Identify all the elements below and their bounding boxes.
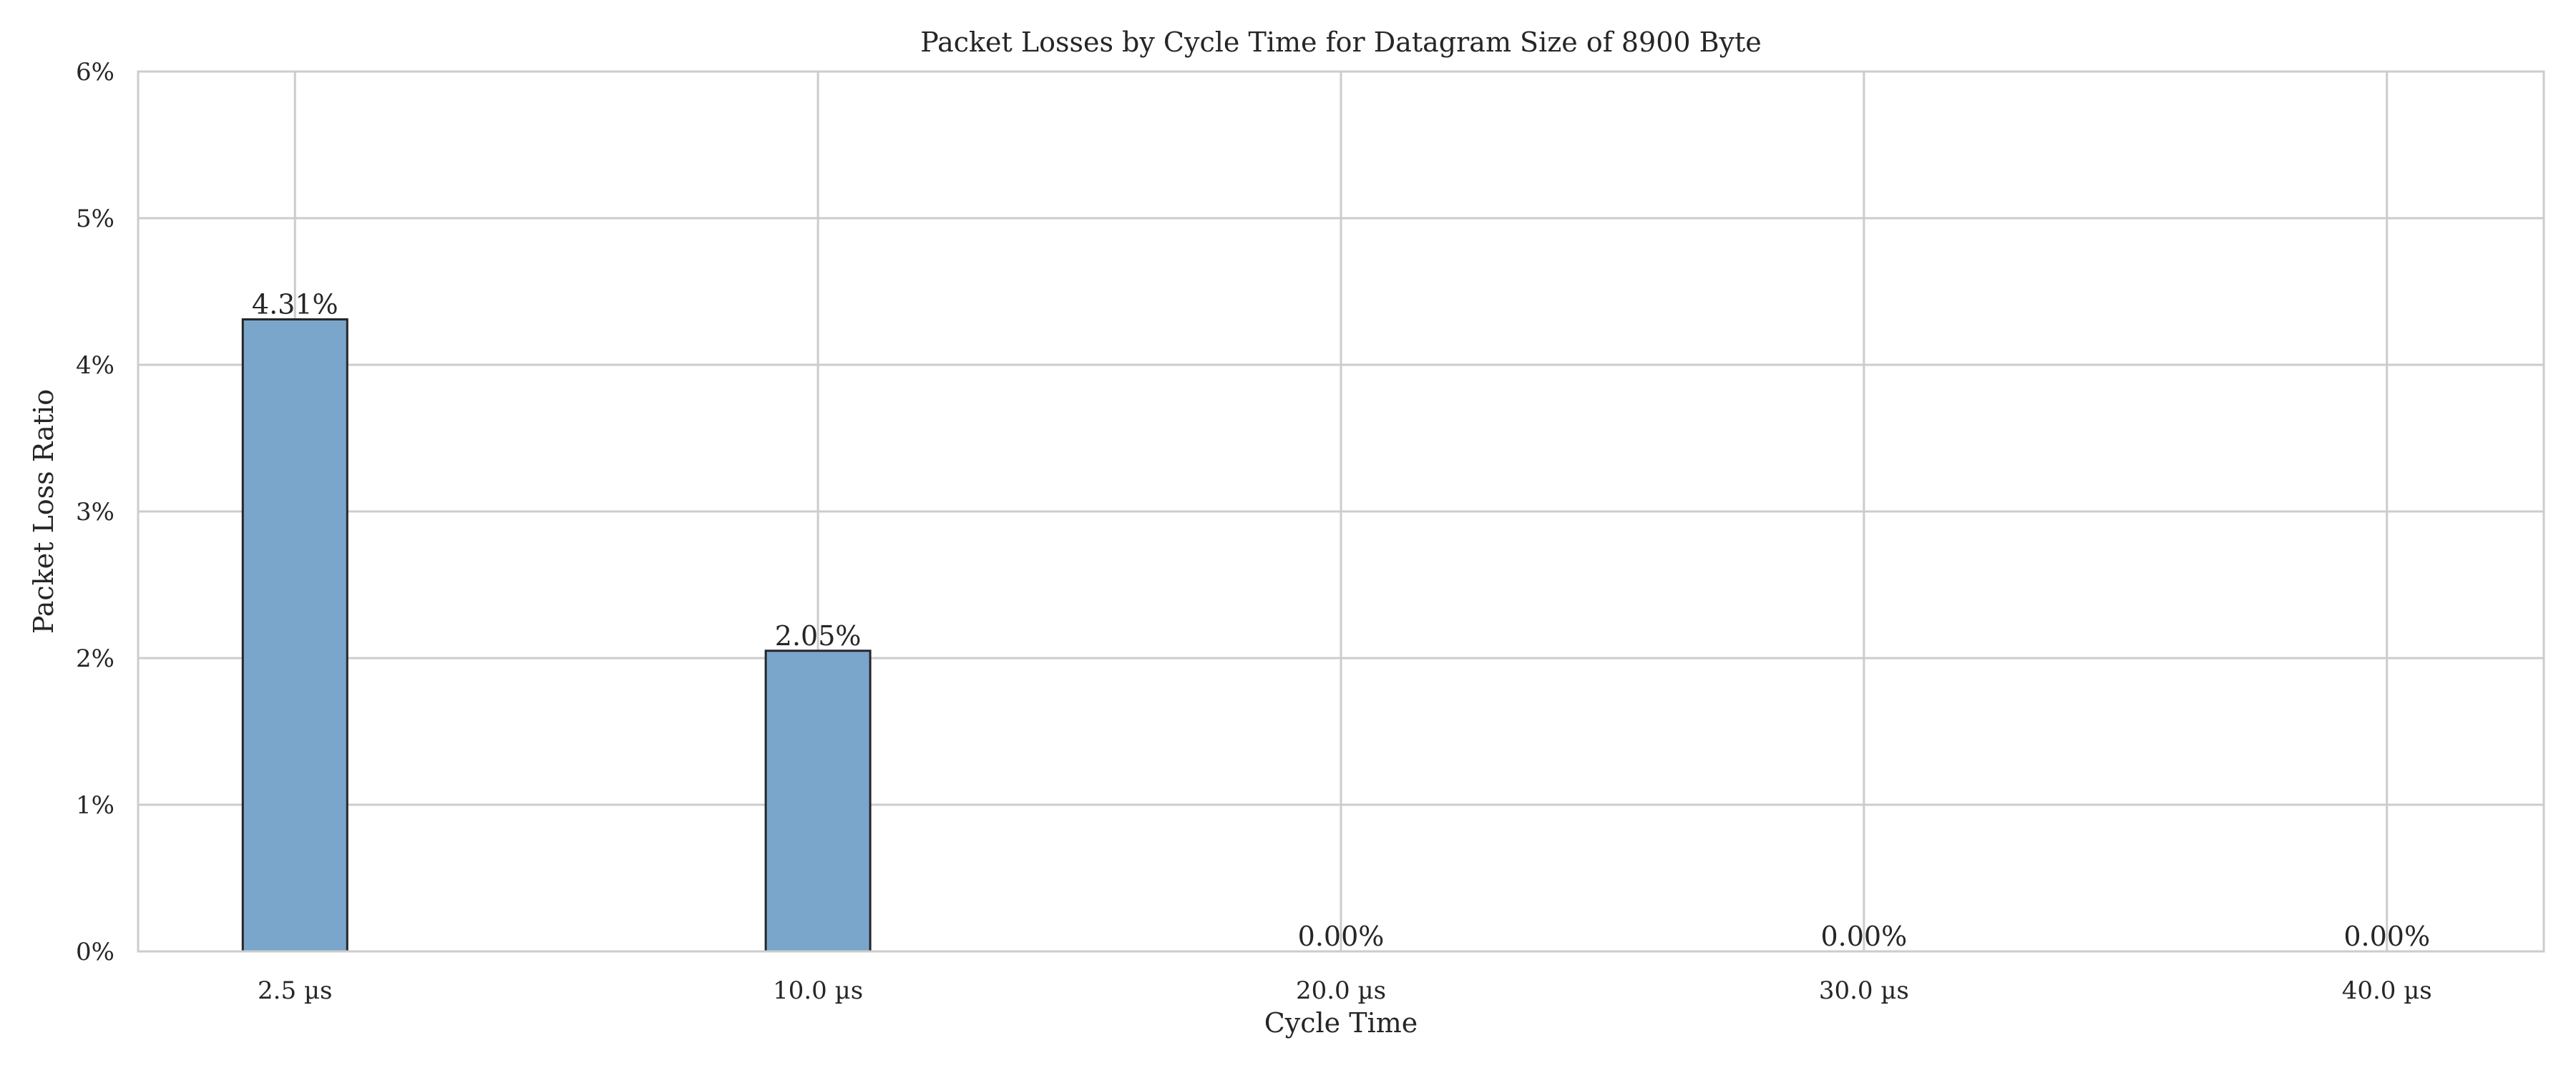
y-tick-label: 1%	[76, 791, 114, 820]
chart-title: Packet Losses by Cycle Time for Datagram…	[920, 26, 1762, 58]
data-label: 0.00%	[2343, 921, 2430, 952]
y-tick-labels: 0% 1% 2% 3% 4% 5% 6%	[76, 58, 114, 966]
data-label: 2.05%	[775, 620, 862, 652]
x-tick-labels: 2.5 µs 10.0 µs 20.0 µs 30.0 µs 40.0 µs	[258, 976, 2432, 1005]
x-tick-label: 10.0 µs	[773, 976, 863, 1005]
y-axis-label: Packet Loss Ratio	[28, 389, 59, 634]
bars	[241, 318, 872, 953]
data-label: 4.31%	[252, 288, 338, 320]
x-tick-label: 20.0 µs	[1296, 976, 1386, 1005]
data-label: 0.00%	[1298, 921, 1385, 952]
bar	[764, 650, 872, 953]
grid-lines	[138, 70, 2544, 953]
data-labels: 4.31% 2.05% 0.00% 0.00% 0.00%	[252, 288, 2430, 952]
x-tick-label: 30.0 µs	[1819, 976, 1909, 1005]
y-tick-label: 5%	[76, 205, 114, 233]
y-tick-label: 3%	[76, 498, 114, 526]
y-tick-label: 4%	[76, 351, 114, 380]
y-tick-label: 2%	[76, 645, 114, 673]
x-tick-label: 40.0 µs	[2342, 976, 2432, 1005]
x-axis-label: Cycle Time	[1264, 1007, 1418, 1039]
y-tick-label: 0%	[76, 938, 114, 966]
x-tick-label: 2.5 µs	[258, 976, 332, 1005]
plot-frame	[137, 70, 2545, 953]
y-tick-label: 6%	[76, 58, 114, 87]
data-label: 0.00%	[1821, 921, 1908, 952]
bar	[241, 318, 348, 953]
